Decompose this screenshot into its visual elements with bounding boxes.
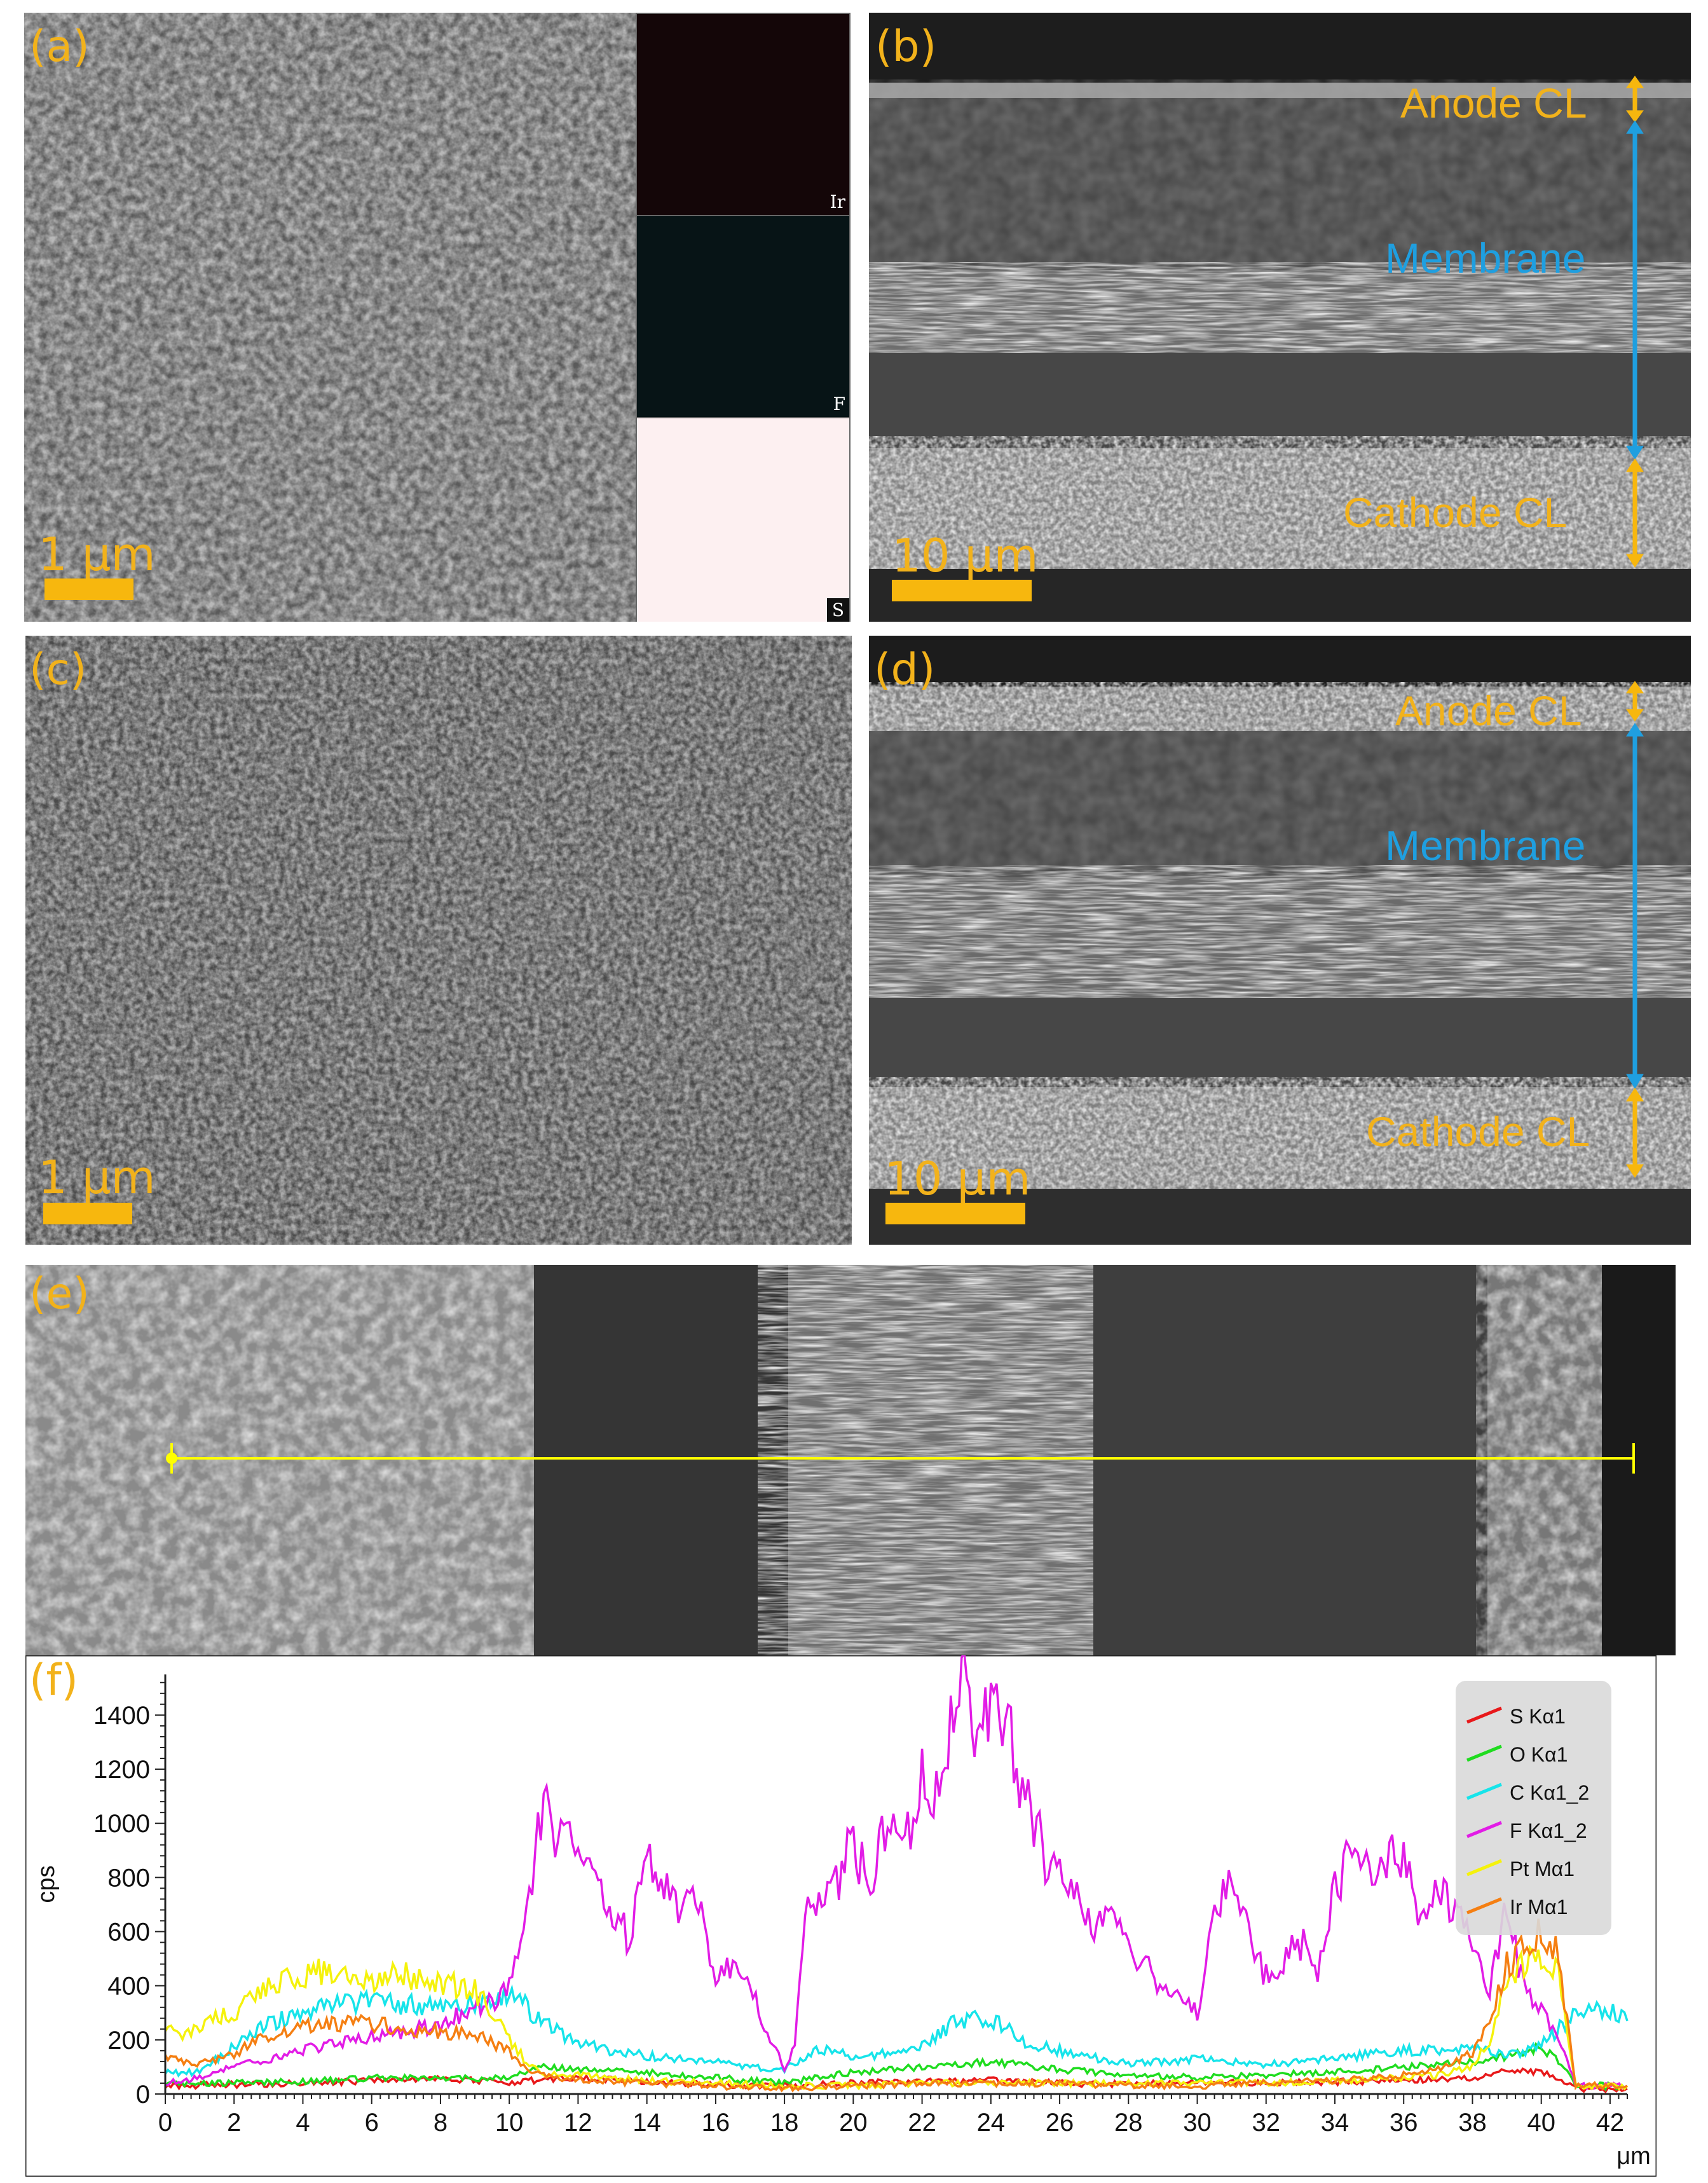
layer-label-cathode-d: Cathode CL <box>1366 1108 1590 1155</box>
legend-swatch <box>1466 1859 1502 1877</box>
panel-label-e: (e) <box>29 1269 90 1319</box>
x-tick-label: 26 <box>1046 2109 1074 2137</box>
panel-label-a: (a) <box>29 22 90 72</box>
x-tick-label: 8 <box>434 2109 447 2137</box>
eds-label-ir: Ir <box>830 191 845 212</box>
x-tick-label: 42 <box>1596 2109 1625 2137</box>
eds-map-f: F <box>636 215 851 418</box>
anode-arrow <box>1626 76 1644 123</box>
panel-d: (d) Anode CL Membrane Cathode CL 10 μm <box>869 636 1691 1245</box>
layer-label-anode-d: Anode CL <box>1395 687 1582 734</box>
series-line-1 <box>164 2067 1628 2094</box>
series-line-2 <box>164 2041 1628 2092</box>
sem-image-e <box>25 1265 1676 1655</box>
scalebar-a <box>44 578 133 600</box>
legend-swatch <box>1466 1783 1502 1800</box>
series-line-6 <box>164 1918 1628 2093</box>
panel-label-c: (c) <box>29 645 87 695</box>
legend-entry: F Kα1_2 <box>1510 1819 1587 1842</box>
cathode-arrow-d <box>1626 1088 1644 1178</box>
legend-swatch <box>1466 1706 1502 1724</box>
sem-image-b <box>869 13 1691 622</box>
x-tick-label: 32 <box>1252 2109 1281 2137</box>
scalebar-b <box>892 580 1032 601</box>
panel-e: (e) <box>25 1265 1676 1655</box>
legend-entry: O Kα1 <box>1510 1743 1568 1766</box>
x-tick-label: 24 <box>977 2109 1006 2137</box>
panel-f: 0 2 4 6 8 10 12 14 16 18 20 22 24 26 28 30 32 34 36 38 40 42 0… <box>24 1648 1658 2178</box>
linescan-chart: 0 2 4 6 8 10 12 14 16 18 20 22 24 26 28 30 32 34 36 38 40 420… <box>24 1648 1658 2178</box>
x-tick-label: 22 <box>908 2109 936 2137</box>
x-tick-label: 20 <box>839 2109 868 2137</box>
layer-label-membrane-b: Membrane <box>1385 235 1586 282</box>
legend-entry: S Kα1 <box>1510 1705 1566 1728</box>
sem-image-d <box>869 636 1691 1245</box>
y-tick-label: 1000 <box>93 1810 150 1838</box>
x-tick-label: 14 <box>632 2109 660 2137</box>
x-tick-label: 30 <box>1183 2109 1212 2137</box>
eds-map-ir: Ir <box>636 13 851 216</box>
x-tick-label: 28 <box>1114 2109 1143 2137</box>
x-tick-label: 12 <box>564 2109 592 2137</box>
layer-label-membrane-d: Membrane <box>1385 822 1586 869</box>
y-tick-label: 600 <box>107 1919 150 1947</box>
legend-swatch <box>1466 1897 1502 1915</box>
legend-entry: C Kα1_2 <box>1510 1781 1589 1804</box>
eds-label-s: S <box>826 598 849 622</box>
y-axis-label: cps <box>33 1865 60 1903</box>
y-tick-label: 1200 <box>93 1756 150 1784</box>
x-axis-label: μm <box>1616 2143 1651 2170</box>
scalebar-label-b: 10 μm <box>892 529 1039 582</box>
panel-c: (c) 1 μm <box>25 636 852 1245</box>
panel-label-f: (f) <box>29 1655 78 1706</box>
x-tick-label: 38 <box>1458 2109 1487 2137</box>
scalebar-c <box>43 1203 132 1224</box>
x-tick-label: 6 <box>365 2109 379 2137</box>
x-tick-label: 16 <box>702 2109 730 2137</box>
panel-label-d: (d) <box>874 645 936 695</box>
y-tick-label: 1400 <box>93 1702 150 1730</box>
y-tick-label: 400 <box>107 1973 150 2001</box>
y-tick-label: 200 <box>107 2027 150 2055</box>
scalebar-label-a: 1 μm <box>38 528 156 581</box>
membrane-arrow-d <box>1626 723 1644 1089</box>
legend-swatch <box>1466 1821 1502 1838</box>
membrane-arrow <box>1626 120 1644 460</box>
scalebar-d <box>885 1203 1025 1224</box>
linescan-start-marker <box>166 1453 177 1464</box>
y-tick-label: 800 <box>107 1864 150 1892</box>
panel-label-b: (b) <box>875 22 937 72</box>
x-tick-label: 34 <box>1321 2109 1349 2137</box>
anode-arrow-d <box>1626 681 1644 722</box>
layer-label-anode-b: Anode CL <box>1400 79 1587 127</box>
series-line-3 <box>164 1984 1629 2078</box>
panel-b: (b) Anode CL Membrane Cathode CL 10 μm <box>869 13 1691 622</box>
series-line-4 <box>165 1648 1628 2091</box>
legend-swatch <box>1466 1744 1502 1762</box>
x-tick-label: 18 <box>770 2109 799 2137</box>
x-tick-label: 4 <box>296 2109 310 2137</box>
panel-a: Ir F S (a) 1 μm <box>24 13 851 622</box>
cathode-arrow <box>1626 458 1644 568</box>
legend-entry: Pt Mα1 <box>1510 1858 1575 1880</box>
legend-entry: Ir Mα1 <box>1510 1896 1568 1919</box>
x-tick-label: 2 <box>227 2109 241 2137</box>
legend-box <box>1456 1681 1611 1935</box>
scalebar-label-c: 1 μm <box>38 1151 156 1204</box>
scalebar-label-d: 10 μm <box>884 1152 1031 1205</box>
x-tick-label: 40 <box>1527 2109 1555 2137</box>
eds-label-f: F <box>833 393 845 414</box>
x-tick-label: 36 <box>1390 2109 1418 2137</box>
x-tick-label: 0 <box>158 2109 172 2137</box>
eds-map-s: S <box>636 417 851 622</box>
layer-label-cathode-b: Cathode CL <box>1343 489 1568 536</box>
y-tick-label: 0 <box>136 2081 150 2109</box>
x-tick-label: 10 <box>495 2109 524 2137</box>
sem-image-c <box>25 636 852 1245</box>
